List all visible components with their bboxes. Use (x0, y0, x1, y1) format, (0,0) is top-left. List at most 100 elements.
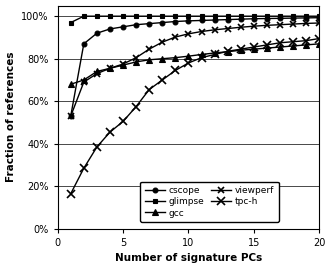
viewperf (160, 41, 164, 44)
viewperf (265, 24, 269, 27)
gcc (291, 44, 295, 48)
tpc-h (304, 39, 308, 42)
cscope (108, 27, 112, 31)
cscope (160, 21, 164, 24)
glimpse (186, 15, 190, 18)
cscope (173, 20, 177, 23)
tpc-h (226, 50, 230, 53)
glimpse (291, 15, 295, 18)
cscope (278, 17, 282, 20)
Line: tpc-h: tpc-h (67, 35, 323, 198)
gcc (173, 56, 177, 59)
Line: cscope: cscope (68, 15, 322, 119)
tpc-h (252, 45, 256, 49)
tpc-h (121, 120, 125, 123)
tpc-h (317, 37, 321, 40)
gcc (265, 47, 269, 50)
gcc (108, 67, 112, 70)
tpc-h (95, 145, 99, 148)
tpc-h (134, 105, 138, 108)
Line: gcc: gcc (68, 41, 322, 87)
glimpse (304, 15, 308, 18)
cscope (186, 19, 190, 23)
glimpse (213, 15, 216, 18)
glimpse (200, 15, 204, 18)
cscope (265, 17, 269, 20)
gcc (226, 50, 230, 53)
viewperf (304, 22, 308, 25)
cscope (304, 16, 308, 20)
gcc (186, 55, 190, 58)
gcc (69, 83, 73, 86)
gcc (304, 43, 308, 47)
viewperf (291, 22, 295, 26)
viewperf (186, 32, 190, 36)
viewperf (108, 67, 112, 70)
glimpse (82, 15, 86, 18)
tpc-h (200, 56, 204, 59)
tpc-h (173, 69, 177, 72)
Legend: cscope, glimpse, gcc, viewperf, tpc-h: cscope, glimpse, gcc, viewperf, tpc-h (140, 182, 279, 222)
gcc (239, 49, 243, 52)
Line: glimpse: glimpse (68, 14, 322, 25)
glimpse (265, 15, 269, 18)
cscope (239, 17, 243, 21)
viewperf (252, 24, 256, 28)
gcc (278, 45, 282, 49)
viewperf (82, 80, 86, 84)
viewperf (200, 30, 204, 33)
glimpse (160, 15, 164, 18)
gcc (95, 70, 99, 73)
tpc-h (213, 53, 216, 56)
viewperf (95, 72, 99, 75)
glimpse (121, 15, 125, 18)
X-axis label: Number of signature PCs: Number of signature PCs (115, 253, 262, 263)
glimpse (69, 21, 73, 24)
cscope (291, 16, 295, 20)
glimpse (95, 15, 99, 18)
gcc (252, 48, 256, 51)
glimpse (134, 15, 138, 18)
tpc-h (69, 192, 73, 195)
gcc (121, 63, 125, 67)
Line: viewperf: viewperf (68, 20, 322, 119)
tpc-h (108, 130, 112, 134)
gcc (82, 78, 86, 82)
tpc-h (82, 167, 86, 170)
gcc (160, 57, 164, 60)
glimpse (252, 15, 256, 18)
cscope (317, 16, 321, 19)
viewperf (226, 27, 230, 30)
glimpse (108, 15, 112, 18)
glimpse (173, 15, 177, 18)
tpc-h (278, 41, 282, 44)
cscope (200, 19, 204, 22)
gcc (200, 53, 204, 56)
glimpse (239, 15, 243, 18)
viewperf (134, 56, 138, 59)
gcc (134, 60, 138, 63)
cscope (147, 22, 151, 25)
cscope (226, 18, 230, 21)
gcc (147, 58, 151, 61)
cscope (82, 42, 86, 45)
glimpse (317, 15, 321, 18)
tpc-h (160, 78, 164, 82)
glimpse (278, 15, 282, 18)
cscope (252, 17, 256, 20)
viewperf (69, 115, 73, 118)
Y-axis label: Fraction of references: Fraction of references (6, 52, 16, 182)
cscope (134, 23, 138, 26)
cscope (69, 115, 73, 118)
glimpse (226, 15, 230, 18)
tpc-h (186, 61, 190, 65)
cscope (95, 31, 99, 35)
tpc-h (147, 88, 151, 91)
viewperf (278, 23, 282, 26)
viewperf (213, 28, 216, 31)
cscope (121, 25, 125, 29)
tpc-h (291, 40, 295, 43)
gcc (317, 42, 321, 45)
viewperf (173, 36, 177, 39)
tpc-h (239, 48, 243, 51)
